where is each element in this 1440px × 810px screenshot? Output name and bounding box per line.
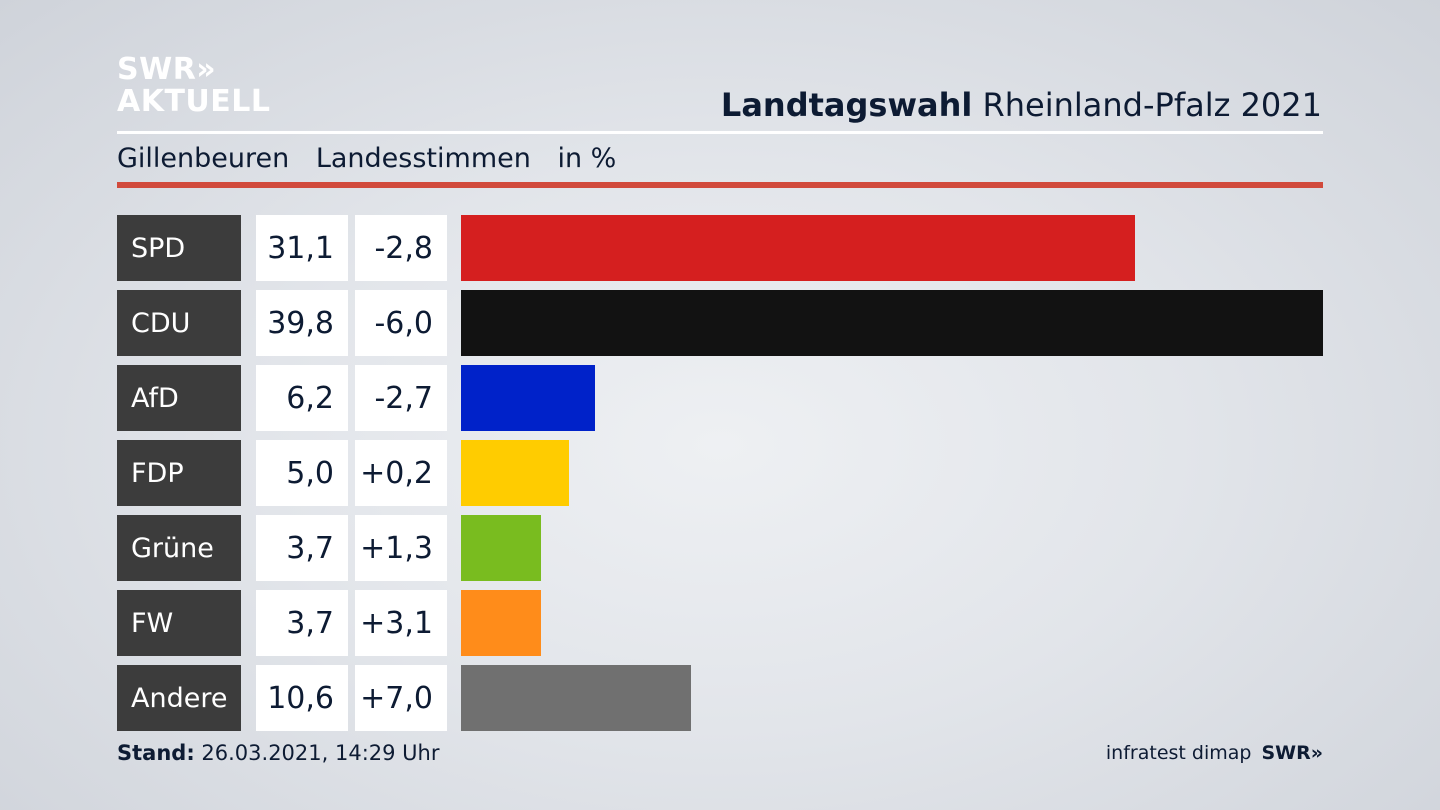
party-label: Grüne xyxy=(117,515,241,581)
chart-row: FW 3,7 +3,1 xyxy=(117,590,1323,656)
value-label: 10,6 xyxy=(256,665,348,731)
subtitle-divider xyxy=(117,182,1323,188)
title-rest: Rheinland-Pfalz 2021 xyxy=(972,86,1322,124)
bar xyxy=(461,365,595,431)
stand-value: 26.03.2021, 14:29 Uhr xyxy=(194,741,440,765)
party-label: CDU xyxy=(117,290,241,356)
chart-row: SPD 31,1 -2,8 xyxy=(117,215,1323,281)
subtitle-measure: Landesstimmen xyxy=(315,143,531,174)
subtitle-place: Gillenbeuren xyxy=(117,143,290,174)
subtitle-unit: in % xyxy=(557,143,617,174)
bar xyxy=(461,515,541,581)
change-label: +0,2 xyxy=(355,440,447,506)
value-label: 5,0 xyxy=(256,440,348,506)
logo-line-2: AKTUELL xyxy=(117,84,271,119)
party-label: Andere xyxy=(117,665,241,731)
stand-label: Stand: xyxy=(117,741,195,765)
logo-line-1: SWR» xyxy=(117,52,217,87)
change-label: +3,1 xyxy=(355,590,447,656)
chart-row: FDP 5,0 +0,2 xyxy=(117,440,1323,506)
value-label: 6,2 xyxy=(256,365,348,431)
bar xyxy=(461,290,1323,356)
chart-row: CDU 39,8 -6,0 xyxy=(117,290,1323,356)
header-divider xyxy=(117,131,1323,134)
timestamp: Stand: 26.03.2021, 14:29 Uhr xyxy=(117,741,440,765)
value-label: 31,1 xyxy=(256,215,348,281)
chart-row: Grüne 3,7 +1,3 xyxy=(117,515,1323,581)
bar xyxy=(461,590,541,656)
change-label: +1,3 xyxy=(355,515,447,581)
change-label: -6,0 xyxy=(355,290,447,356)
change-label: +7,0 xyxy=(355,665,447,731)
chart-subtitle: Gillenbeuren Landesstimmen in % xyxy=(117,143,634,174)
page-title: Landtagswahl Rheinland-Pfalz 2021 xyxy=(721,86,1322,124)
value-label: 3,7 xyxy=(256,515,348,581)
change-label: -2,7 xyxy=(355,365,447,431)
change-label: -2,8 xyxy=(355,215,447,281)
party-label: FDP xyxy=(117,440,241,506)
value-label: 39,8 xyxy=(256,290,348,356)
swr-aktuell-logo: SWR» AKTUELL xyxy=(117,54,271,118)
chart-row: Andere 10,6 +7,0 xyxy=(117,665,1323,731)
swr-brand: SWR» xyxy=(1261,742,1323,764)
title-bold: Landtagswahl xyxy=(720,86,973,124)
value-label: 3,7 xyxy=(256,590,348,656)
chart-row: AfD 6,2 -2,7 xyxy=(117,365,1323,431)
party-label: FW xyxy=(117,590,241,656)
bar xyxy=(461,665,691,731)
party-label: AfD xyxy=(117,365,241,431)
bar xyxy=(461,215,1135,281)
bar xyxy=(461,440,569,506)
party-label: SPD xyxy=(117,215,241,281)
source-label: infratest dimap xyxy=(1105,742,1252,764)
source-credit: infratest dimap SWR» xyxy=(1106,742,1323,764)
